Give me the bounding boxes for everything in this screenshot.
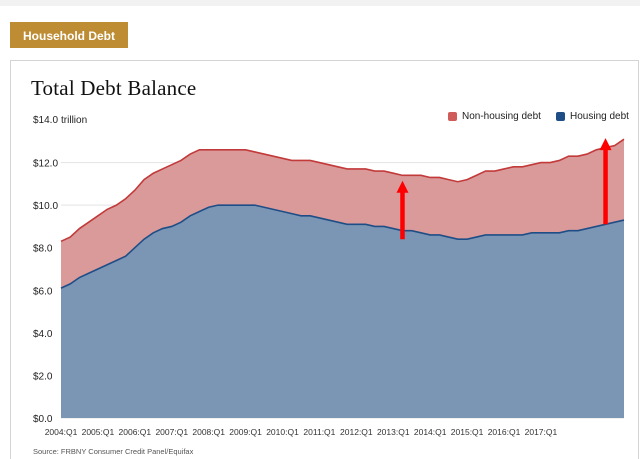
legend-item-housing[interactable]: Housing debt [556,111,629,122]
legend-label-housing: Housing debt [570,111,629,122]
x-tick-label: 2006:Q1 [119,427,152,437]
non-housing-line [60,138,625,243]
x-tick-label: 2013:Q1 [377,427,410,437]
y-top-tick-label: $14.0 [33,115,59,126]
y-tick-label: $10.0 [33,201,58,212]
x-tick-label: 2017:Q1 [525,427,558,437]
legend-label-non-housing: Non-housing debt [462,111,541,122]
non-housing-swatch [448,112,457,121]
x-tick-label: 2007:Q1 [155,427,188,437]
x-tick-label: 2004:Q1 [45,427,78,437]
x-tick-label: 2016:Q1 [488,427,521,437]
y-tick-label: $2.0 [33,371,53,382]
top-bar [0,0,640,6]
housing-line [60,204,625,289]
annotation-arrow-head [396,180,409,193]
household-debt-tab-button[interactable]: Household Debt [10,22,128,48]
unit-text: trillion [61,115,88,126]
x-tick-label: 2010:Q1 [266,427,299,437]
legend-item-non-housing[interactable]: Non-housing debt [448,111,541,122]
y-tick-label: $0.0 [33,414,53,425]
x-tick-label: 2008:Q1 [192,427,225,437]
x-tick-label: 2005:Q1 [82,427,115,437]
y-tick-label: $8.0 [33,244,53,255]
annotation-arrow-head [599,138,612,151]
y-unit-label: $14.0 trillion [33,115,90,126]
x-tick-label: 2014:Q1 [414,427,447,437]
housing-swatch [556,112,565,121]
y-tick-label: $4.0 [33,329,53,340]
source-note: Source: FRBNY Consumer Credit Panel/Equi… [33,447,194,456]
chart-title: Total Debt Balance [31,76,197,100]
y-tick-label: $12.0 [33,159,58,170]
x-tick-label: 2015:Q1 [451,427,484,437]
y-tick-label: $6.0 [33,286,53,297]
housing-area [61,205,624,418]
x-tick-label: 2009:Q1 [229,427,262,437]
x-tick-label: 2012:Q1 [340,427,373,437]
x-tick-label: 2011:Q1 [303,427,335,437]
